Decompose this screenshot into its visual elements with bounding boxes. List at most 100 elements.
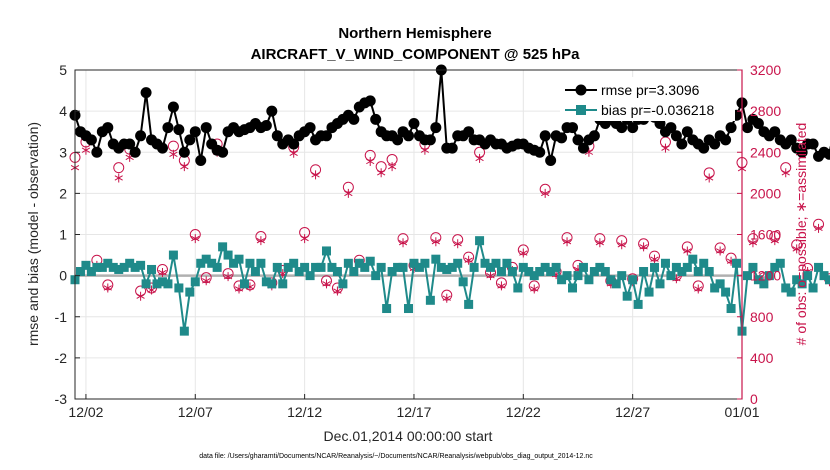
assimilated-obs-marker (311, 170, 320, 180)
assimilated-obs-marker (661, 143, 670, 153)
bias-point (250, 267, 260, 277)
bias-point (666, 271, 676, 281)
bias-point (218, 242, 228, 252)
rmse-point (266, 105, 278, 117)
assimilated-obs-marker (333, 286, 342, 296)
bias-point (130, 262, 140, 272)
rmse-point (288, 138, 300, 150)
assimilated-obs-marker (792, 244, 801, 254)
bias-point (92, 262, 102, 272)
bias-point (491, 258, 501, 268)
rmse-point (102, 122, 114, 134)
y-tick-label-left: 3 (59, 144, 67, 160)
assimilated-obs-marker (770, 236, 779, 246)
bias-point (655, 279, 665, 289)
rmse-point (446, 142, 458, 154)
bias-point (261, 277, 271, 287)
assimilated-obs-marker (464, 255, 473, 265)
assimilated-obs-marker (453, 239, 462, 249)
assimilated-obs-marker (748, 238, 758, 248)
x-tick-label: 12/27 (615, 404, 650, 420)
legend-rmse-marker (575, 84, 587, 96)
bias-point (338, 279, 348, 289)
x-tick-label: 12/12 (287, 404, 322, 420)
rmse-point (392, 134, 404, 146)
y-tick-label-left: -1 (55, 309, 68, 325)
bias-point (742, 271, 752, 281)
assimilated-obs-marker (650, 254, 659, 264)
bias-point (431, 254, 441, 264)
bias-point (267, 279, 277, 289)
bias-point (376, 262, 386, 272)
rmse-point (129, 146, 141, 158)
bias-point (108, 262, 118, 272)
bias-point (611, 279, 621, 289)
y-tick-label-right: 1200 (750, 268, 781, 284)
rmse-point (577, 142, 589, 154)
y-axis-label-right: # of obs: o=possible; ∗=assimilated (793, 123, 809, 346)
x-tick-label: 12/22 (506, 404, 541, 420)
bias-point (595, 262, 605, 272)
bias-point (808, 283, 818, 293)
bias-point (305, 271, 315, 281)
assimilated-obs-marker (431, 237, 440, 247)
bias-point (420, 258, 430, 268)
bias-point (398, 262, 408, 272)
bias-point (125, 258, 135, 268)
bias-point (316, 262, 326, 272)
rmse-point (769, 126, 781, 138)
bias-point (803, 271, 813, 281)
rmse-point (189, 126, 201, 138)
y-tick-label-right: 2800 (750, 103, 781, 119)
bias-point (715, 279, 725, 289)
bias-point (272, 262, 282, 272)
bias-point (332, 267, 342, 277)
bias-point (97, 262, 107, 272)
data-file-footer: data file: /Users/gharamti/Documents/NCA… (199, 453, 593, 460)
bias-point (311, 262, 321, 272)
bias-point (797, 279, 807, 289)
rmse-point (408, 117, 420, 129)
bias-point (578, 262, 588, 272)
y-tick-label-right: 1600 (750, 227, 781, 243)
rmse-point (403, 130, 414, 142)
rmse-point (184, 134, 196, 146)
bias-point (622, 291, 632, 301)
assimilated-obs-marker (289, 148, 298, 158)
rmse-point (424, 134, 436, 146)
bias-point (327, 262, 337, 272)
assimilated-obs-marker (683, 246, 692, 256)
rmse-point (741, 122, 753, 134)
bias-point (764, 271, 774, 281)
bias-point (114, 264, 124, 274)
bias-point (256, 258, 266, 268)
rmse-point (627, 122, 639, 134)
rmse-point (534, 146, 546, 158)
rmse-point (178, 146, 190, 158)
assimilated-obs-marker (486, 271, 495, 281)
rmse-point (556, 132, 568, 144)
possible-obs-marker (113, 162, 125, 174)
bias-point (425, 295, 435, 305)
rmse-point (91, 146, 103, 158)
bias-point (824, 275, 830, 285)
assimilated-obs-marker (223, 272, 233, 282)
bias-point (496, 267, 506, 277)
assimilated-obs-marker (136, 291, 145, 301)
x-tick-label: 01/01 (724, 404, 759, 420)
bias-point (382, 304, 392, 314)
bias-point (163, 279, 173, 289)
bias-point (321, 246, 331, 256)
assimilated-obs-marker (180, 162, 189, 172)
rmse-point (156, 142, 168, 154)
bias-point (546, 267, 556, 277)
bias-point (551, 262, 561, 272)
bias-point (617, 271, 627, 281)
rmse-point (304, 122, 316, 134)
bias-point (300, 262, 310, 272)
bias-point (748, 262, 758, 272)
bias-point (677, 267, 687, 277)
rmse-point (823, 148, 830, 160)
y-tick-label-right: 2000 (750, 185, 781, 201)
assimilated-obs-marker (442, 293, 451, 303)
